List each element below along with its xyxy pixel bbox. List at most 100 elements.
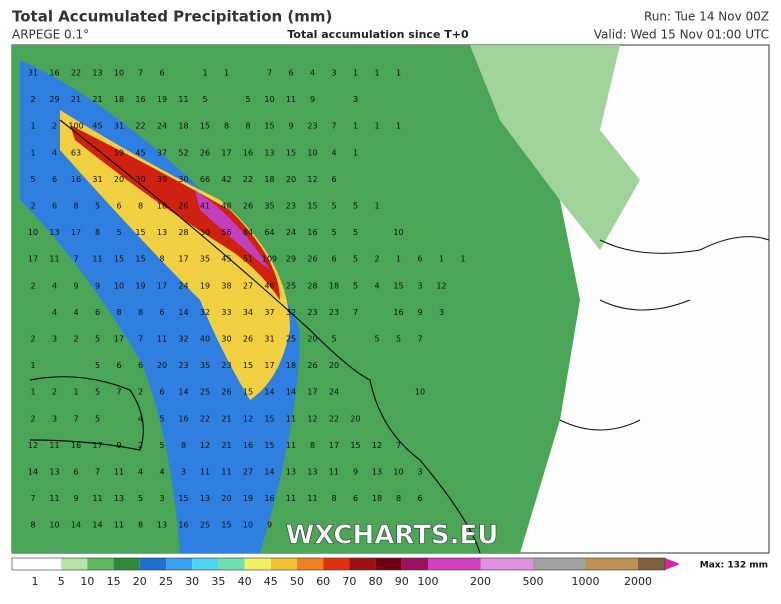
precip-value: 23 bbox=[329, 308, 339, 317]
precip-value: 13 bbox=[114, 494, 124, 503]
precip-value: 10 bbox=[264, 95, 274, 104]
coastline bbox=[559, 236, 770, 431]
precip-value: 1 bbox=[374, 69, 379, 78]
precip-value: 35 bbox=[200, 361, 210, 370]
precip-value: 13 bbox=[264, 148, 274, 157]
precip-value: 21 bbox=[221, 414, 231, 423]
precip-value: 37 bbox=[157, 148, 167, 157]
precip-value: 10 bbox=[114, 281, 124, 290]
colorbar-label: 25 bbox=[159, 575, 173, 588]
precip-value: 32 bbox=[178, 335, 188, 344]
colorbar-segment bbox=[192, 558, 219, 570]
precip-value: 6 bbox=[52, 175, 57, 184]
precip-value: 15 bbox=[307, 202, 317, 211]
colorbar-label: 45 bbox=[264, 575, 278, 588]
colorbar-segment bbox=[113, 558, 140, 570]
colorbar-label: 90 bbox=[395, 575, 409, 588]
precip-value: 26 bbox=[243, 202, 253, 211]
precip-value: 6 bbox=[288, 69, 293, 78]
precip-value: 11 bbox=[221, 468, 231, 477]
precip-value: 4 bbox=[310, 69, 315, 78]
precip-value: 32 bbox=[286, 308, 296, 317]
precip-value: 13 bbox=[286, 468, 296, 477]
precip-value: 17 bbox=[329, 441, 339, 450]
precip-value: 5 bbox=[353, 228, 358, 237]
precip-value: 7 bbox=[353, 308, 358, 317]
precip-value: 10 bbox=[243, 521, 253, 530]
precip-value: 2 bbox=[30, 202, 35, 211]
colorbar-label: 80 bbox=[369, 575, 383, 588]
precip-value: 6 bbox=[159, 69, 164, 78]
precip-value: 17 bbox=[264, 361, 274, 370]
precip-value: 1 bbox=[374, 202, 379, 211]
precip-value: 3 bbox=[52, 335, 57, 344]
precip-value: 26 bbox=[221, 388, 231, 397]
precip-value: 21 bbox=[221, 441, 231, 450]
precip-value: 15 bbox=[264, 441, 274, 450]
precip-value: 6 bbox=[116, 361, 121, 370]
precip-value: 2 bbox=[30, 335, 35, 344]
colorbar-segment bbox=[139, 558, 166, 570]
precip-value: 26 bbox=[178, 202, 188, 211]
precip-value: 9 bbox=[116, 441, 121, 450]
precip-value: 23 bbox=[178, 361, 188, 370]
precip-value: 11 bbox=[286, 441, 296, 450]
precip-value: 11 bbox=[114, 521, 124, 530]
precip-value: 11 bbox=[286, 414, 296, 423]
precip-value: 24 bbox=[286, 228, 296, 237]
precip-value: 5 bbox=[331, 202, 336, 211]
precip-value: 30 bbox=[221, 335, 231, 344]
precip-value: 20 bbox=[307, 335, 317, 344]
precip-value: 1 bbox=[396, 255, 401, 264]
colorbar-segment bbox=[12, 558, 35, 570]
colorbar-segment bbox=[585, 558, 638, 570]
precip-value: 15 bbox=[221, 521, 231, 530]
precip-value: 6 bbox=[331, 255, 336, 264]
precip-value: 19 bbox=[200, 281, 210, 290]
precip-value: 23 bbox=[221, 361, 231, 370]
precip-value: 22 bbox=[200, 414, 210, 423]
precip-value: 52 bbox=[178, 148, 188, 157]
colorbar-segment bbox=[61, 558, 88, 570]
precip-value: 5 bbox=[396, 335, 401, 344]
precip-value: 45 bbox=[92, 122, 102, 131]
precip-value: 2 bbox=[73, 335, 78, 344]
precip-value: 7 bbox=[73, 414, 78, 423]
precip-value: 4 bbox=[331, 148, 336, 157]
precip-value: 9 bbox=[417, 308, 422, 317]
precip-value: 31 bbox=[264, 335, 274, 344]
colorbar-label: 30 bbox=[185, 575, 199, 588]
precip-value: 15 bbox=[286, 148, 296, 157]
precip-value: 7 bbox=[396, 441, 401, 450]
precip-value: 18 bbox=[286, 361, 296, 370]
precip-value: 15 bbox=[264, 414, 274, 423]
precip-value: 5 bbox=[331, 228, 336, 237]
precip-value: 14 bbox=[178, 308, 188, 317]
precip-value: 11 bbox=[114, 468, 124, 477]
precip-value: 5 bbox=[245, 95, 250, 104]
precip-value: 6 bbox=[417, 494, 422, 503]
precip-value: 10 bbox=[114, 69, 124, 78]
precip-value: 18 bbox=[264, 175, 274, 184]
precip-value: 1 bbox=[30, 148, 35, 157]
precip-value: 13 bbox=[307, 468, 317, 477]
precip-value: 13 bbox=[157, 521, 167, 530]
precip-value: 11 bbox=[329, 468, 339, 477]
precip-value: 17 bbox=[92, 441, 102, 450]
precip-value: 5 bbox=[95, 361, 100, 370]
precip-value: 11 bbox=[157, 335, 167, 344]
precip-value: 2 bbox=[30, 281, 35, 290]
colorbar-label: 50 bbox=[290, 575, 304, 588]
colorbar-segment bbox=[375, 558, 402, 570]
precip-value: 100 bbox=[68, 122, 83, 131]
precip-value: 109 bbox=[262, 255, 277, 264]
precip-value: 1 bbox=[374, 122, 379, 131]
precip-value: 22 bbox=[329, 414, 339, 423]
precip-value: 4 bbox=[52, 281, 57, 290]
precip-value: 4 bbox=[138, 414, 143, 423]
precip-value: 3 bbox=[159, 494, 164, 503]
precip-value: 12 bbox=[243, 414, 253, 423]
colorbar-frame bbox=[11, 557, 666, 571]
precip-value: 5 bbox=[95, 414, 100, 423]
precip-value: 22 bbox=[71, 69, 81, 78]
